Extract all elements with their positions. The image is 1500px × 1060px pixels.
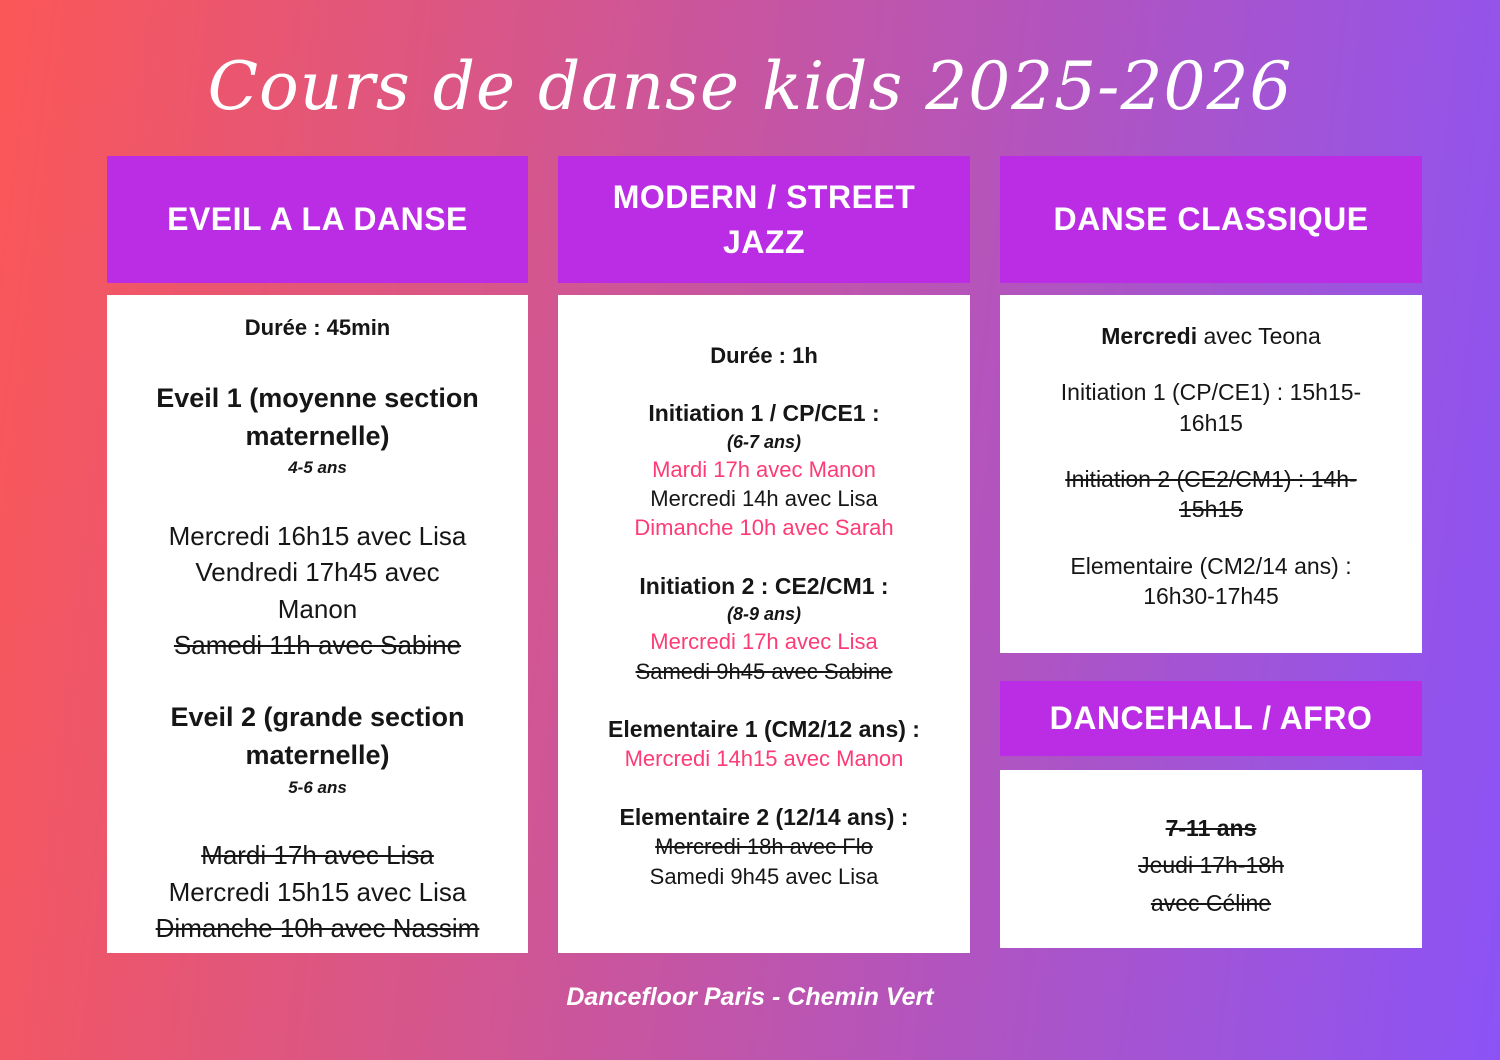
schedule-line: Elementaire (CM2/14 ans) : 16h30-17h45 bbox=[1070, 552, 1352, 610]
schedule-line: Mercredi 16h15 avec Lisa bbox=[168, 520, 467, 551]
column-eveil-a-la-danse: EVEIL A LA DANSE Durée : 45min Eveil 1 (mo… bbox=[107, 156, 528, 953]
section-header-label: DANCEHALL / AFRO bbox=[1049, 700, 1373, 737]
column-danse-classique: DANSE CLASSIQUE Mercredi avec Teona Initia… bbox=[1000, 156, 1422, 948]
text-block: Eveil 1 (moyenne section maternelle) 4-5 … bbox=[107, 380, 528, 482]
text-block: Eveil 2 (grande section maternelle) 5-6 a… bbox=[107, 699, 528, 801]
text-block: Initiation 2 : CE2/CM1 : (8-9 ans) Mercred… bbox=[558, 571, 970, 686]
schedule-line: Initiation 1 / CP/CE1 : bbox=[648, 400, 880, 427]
section-header-label: EVEIL A LA DANSE bbox=[167, 201, 468, 238]
schedule-line: Durée : 45min bbox=[244, 315, 391, 340]
text-block: Elementaire (CM2/14 ans) : 16h30-17h45 bbox=[1000, 551, 1422, 612]
text-block: Elementaire 1 (CM2/12 ans) : Mercredi 14h… bbox=[558, 714, 970, 774]
schedule-line: Mercredi 18h avec Flo bbox=[655, 834, 873, 860]
schedule-line: Mardi 17h avec Manon bbox=[652, 456, 876, 482]
schedule-line: 4-5 ans bbox=[288, 458, 347, 478]
schedule-line: Eveil 2 (grande section maternelle) bbox=[170, 702, 465, 771]
schedule-line: Durée : 1h bbox=[710, 343, 818, 368]
schedule-card-danse-classique-0: Mercredi avec Teona Initiation 1 (CP/CE1)… bbox=[1000, 295, 1422, 653]
text-block: Durée : 1h bbox=[558, 341, 970, 370]
text-block: Mardi 17h avec Lisa Mercredi 15h15 avec L… bbox=[107, 837, 528, 946]
schedule-line: Mercredi 15h15 avec Lisa bbox=[168, 876, 467, 907]
title-area: Cours de danse kids 2025-2026 bbox=[0, 0, 1500, 156]
schedule-line: Initiation 1 (CP/CE1) : 15h15- 16h15 bbox=[1060, 379, 1362, 436]
schedule-line: Samedi 9h45 avec Sabine bbox=[635, 658, 893, 684]
section-header-eveil-a-la-danse-0: EVEIL A LA DANSE bbox=[107, 156, 528, 283]
schedule-line: avec Céline bbox=[1150, 889, 1272, 916]
schedule-line: Dimanche 10h avec Sarah bbox=[634, 515, 894, 541]
schedule-line: Mardi 17h avec Lisa bbox=[201, 840, 434, 871]
line-segment: Mercredi bbox=[1101, 323, 1204, 349]
schedule-line: Elementaire 2 (12/14 ans) : bbox=[619, 803, 909, 830]
schedule-line: Samedi 11h avec Sabine bbox=[173, 629, 462, 660]
section-header-label: MODERN / STREET JAZZ bbox=[612, 178, 916, 260]
schedule-line: Mercredi 17h avec Lisa bbox=[650, 629, 878, 655]
schedule-line: Dimanche 10h avec Nassim bbox=[155, 913, 480, 944]
schedule-card-danse-classique-1: 7-11 ans Jeudi 17h-18h avec Céline bbox=[1000, 770, 1422, 948]
footer-area: Dancefloor Paris - Chemin Vert bbox=[0, 983, 1500, 1012]
section-header-danse-classique-1: DANCEHALL / AFRO bbox=[1000, 681, 1422, 756]
section-header-danse-classique-0: DANSE CLASSIQUE bbox=[1000, 156, 1422, 283]
section-header-label: DANSE CLASSIQUE bbox=[1053, 201, 1369, 238]
schedule-card-eveil-a-la-danse-0: Durée : 45min Eveil 1 (moyenne section ma… bbox=[107, 295, 528, 953]
text-block: Initiation 2 (CE2/CM1) : 14h- 15h15 bbox=[1000, 464, 1422, 525]
text-block: 7-11 ans Jeudi 17h-18h avec Céline bbox=[1000, 810, 1422, 922]
schedule-card-modern-street-jazz-0: Durée : 1h Initiation 1 / CP/CE1 : (6-7 an… bbox=[558, 295, 970, 953]
text-block: Initiation 1 (CP/CE1) : 15h15- 16h15 bbox=[1000, 377, 1422, 438]
footer-text: Dancefloor Paris - Chemin Vert bbox=[566, 983, 934, 1011]
section-header-modern-street-jazz-0: MODERN / STREET JAZZ bbox=[558, 156, 970, 283]
text-block: Elementaire 2 (12/14 ans) : Mercredi 18h … bbox=[558, 802, 970, 891]
schedule-line: 5-6 ans bbox=[288, 777, 347, 797]
schedule-line: Vendredi 17h45 avec Manon bbox=[195, 557, 440, 624]
schedule-line: (6-7 ans) bbox=[726, 431, 802, 452]
schedule-line: Mercredi avec Teona bbox=[1000, 321, 1422, 351]
text-block: Initiation 1 / CP/CE1 : (6-7 ans) Mardi 17… bbox=[558, 398, 970, 542]
schedule-line: Samedi 9h45 avec Lisa bbox=[649, 863, 879, 889]
schedule-line: 7-11 ans bbox=[1165, 815, 1257, 841]
schedule-line: Jeudi 17h-18h bbox=[1138, 852, 1284, 879]
text-block: Mercredi avec Teona bbox=[1000, 321, 1422, 351]
page-title: Cours de danse kids 2025-2026 bbox=[207, 47, 1293, 125]
schedule-line: Elementaire 1 (CM2/12 ans) : bbox=[608, 715, 920, 742]
line-segment: avec Teona bbox=[1203, 323, 1321, 349]
schedule-line: (8-9 ans) bbox=[726, 604, 802, 625]
text-block: Durée : 45min bbox=[107, 313, 528, 344]
schedule-line: Mercredi 14h avec Lisa bbox=[650, 486, 878, 512]
schedule-line: Mercredi 14h15 avec Manon bbox=[624, 746, 904, 772]
columns-grid: EVEIL A LA DANSE Durée : 45min Eveil 1 (mo… bbox=[107, 156, 1500, 953]
schedule-line: Eveil 1 (moyenne section maternelle) bbox=[156, 382, 479, 451]
schedule-line: Initiation 2 (CE2/CM1) : 14h- 15h15 bbox=[1065, 466, 1357, 523]
column-modern-street-jazz: MODERN / STREET JAZZ Durée : 1h Initiation… bbox=[558, 156, 970, 953]
text-block: Mercredi 16h15 avec Lisa Vendredi 17h45 a… bbox=[107, 518, 528, 664]
schedule-line: Initiation 2 : CE2/CM1 : bbox=[639, 572, 889, 599]
